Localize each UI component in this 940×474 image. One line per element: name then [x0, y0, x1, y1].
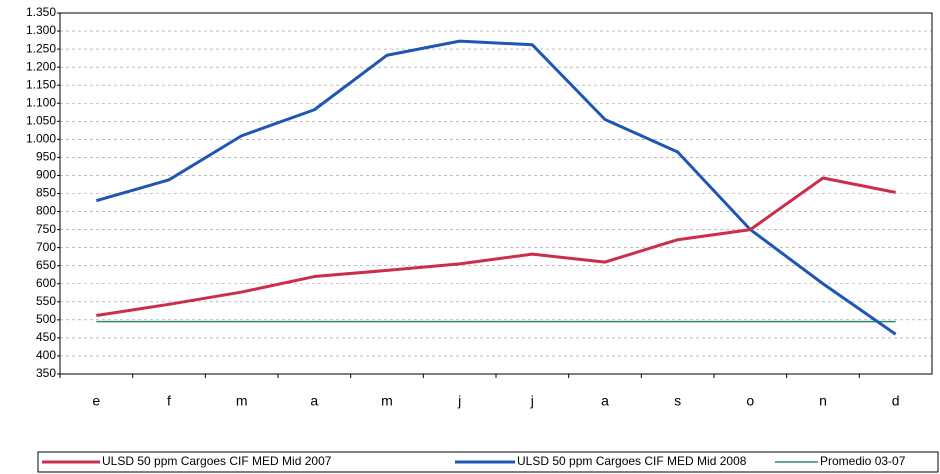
y-tick-label: 550 — [36, 294, 56, 308]
y-tick-label: 800 — [36, 204, 56, 218]
x-tick-label: n — [819, 393, 827, 409]
legend-label: Promedio 03-07 — [820, 454, 906, 468]
y-tick-label: 1.300 — [26, 23, 56, 37]
x-tick-label: d — [892, 393, 900, 409]
x-tick-label: m — [381, 393, 393, 409]
x-tick-label: j — [457, 393, 461, 409]
y-tick-label: 1.150 — [26, 77, 56, 91]
y-tick-label: 1.350 — [26, 5, 56, 19]
x-tick-label: m — [236, 393, 248, 409]
y-tick-label: 1.000 — [26, 132, 56, 146]
x-tick-label: e — [92, 393, 100, 409]
x-tick-label: a — [601, 393, 609, 409]
y-tick-label: 350 — [36, 366, 56, 380]
x-tick-label: o — [746, 393, 754, 409]
y-tick-label: 1.250 — [26, 41, 56, 55]
series-line — [95, 39, 897, 336]
y-tick-label: 450 — [36, 330, 56, 344]
legend-label: ULSD 50 ppm Cargoes CIF MED Mid 2007 — [102, 454, 332, 468]
x-tick-label: j — [530, 393, 534, 409]
y-tick-label: 700 — [36, 240, 56, 254]
y-tick-label: 900 — [36, 168, 56, 182]
x-tick-label: a — [310, 393, 318, 409]
y-tick-label: 750 — [36, 222, 56, 236]
y-tick-label: 950 — [36, 150, 56, 164]
series-line — [96, 176, 896, 318]
y-tick-label: 400 — [36, 348, 56, 362]
y-tick-label: 650 — [36, 258, 56, 272]
legend-label: ULSD 50 ppm Cargoes CIF MED Mid 2008 — [517, 454, 747, 468]
y-tick-label: 1.200 — [26, 59, 56, 73]
x-tick-label: s — [674, 393, 681, 409]
x-tick-label: f — [167, 393, 171, 409]
y-tick-label: 850 — [36, 186, 56, 200]
y-tick-label: 1.050 — [26, 113, 56, 127]
y-tick-label: 500 — [36, 312, 56, 326]
y-tick-label: 1.100 — [26, 95, 56, 109]
y-tick-label: 600 — [36, 276, 56, 290]
